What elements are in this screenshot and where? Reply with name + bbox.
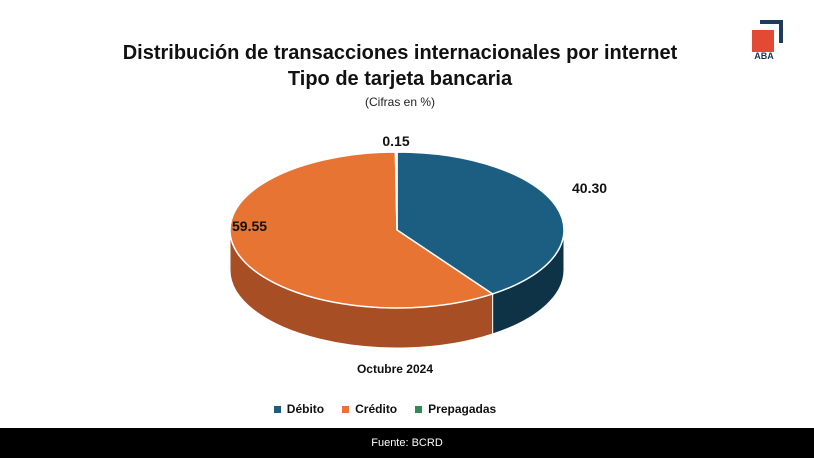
pie-slice-débito (396, 151, 565, 295)
pie-labels: 40.30 59.55 0.15 (232, 133, 607, 234)
legend-swatch (273, 405, 281, 413)
chart-period-label: Octubre 2024 (356, 362, 434, 376)
pie-chart: 40.30 59.55 0.15 (229, 133, 607, 349)
chart-title-line-2: Tipo de tarjeta bancaria (287, 68, 513, 90)
legend-label: Prepagadas (428, 402, 497, 416)
pie-tops (229, 151, 565, 309)
logo-text: ABA (754, 51, 774, 61)
chart-subtitle: (Cifras en %) (364, 95, 435, 109)
legend-swatch (342, 405, 350, 413)
chart-legend: Débito Crédito Prepagadas (0, 402, 770, 416)
footer-bar: Fuente: BCRD (0, 428, 814, 458)
pie-slice-prepagadas (394, 151, 398, 231)
legend-item-prepagadas: Prepagadas (415, 402, 496, 416)
data-label-prepagadas: 0.15 (382, 133, 409, 149)
logo-corner (760, 20, 783, 43)
source-label: Fuente: BCRD (371, 437, 443, 449)
aba-logo-icon (752, 20, 783, 52)
logo-square (752, 30, 774, 52)
legend-swatch (415, 405, 423, 413)
data-label-débito: 40.30 (572, 180, 607, 196)
pie-slice-crédito (229, 151, 495, 309)
chart-title-line-1: Distribución de transacciones internacio… (122, 42, 678, 64)
data-label-crédito: 59.55 (232, 218, 267, 234)
legend-label: Débito (286, 402, 325, 416)
legend-label: Crédito (355, 402, 398, 416)
legend-item-crédito: Crédito (342, 402, 397, 416)
legend-item-débito: Débito (273, 402, 325, 416)
